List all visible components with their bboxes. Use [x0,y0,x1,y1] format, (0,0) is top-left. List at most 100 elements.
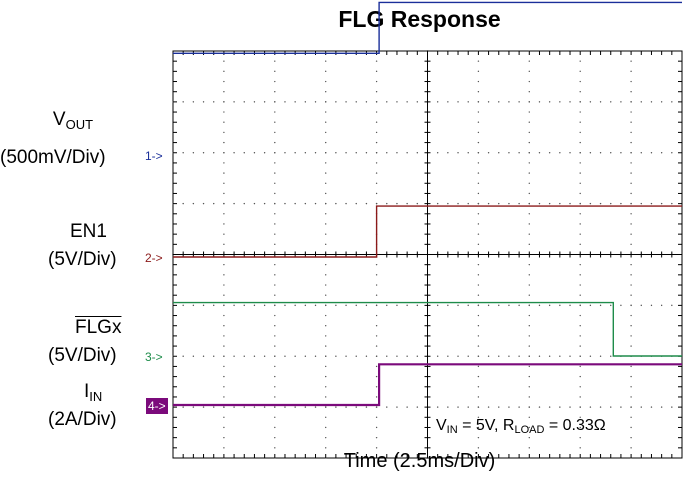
grid-dot [284,101,286,103]
grid-dot [528,60,530,62]
grid-dot [304,152,307,154]
grid-dot [528,111,530,113]
grid-dot [325,375,327,378]
grid-dot [223,172,225,174]
grid-dot [274,172,276,174]
grid-dot [559,304,561,307]
grid-dot [528,182,530,184]
grid-dot [579,406,581,408]
grid-dot [416,202,419,205]
grid-dot [650,406,653,408]
grid-dot [579,182,581,184]
grid-dot [223,416,225,418]
grid-dot [660,152,663,154]
grid-dot [457,406,459,408]
grid-dot [325,233,327,235]
grid-dot [579,335,581,337]
grid-dot [213,355,215,357]
grid-dot [630,304,632,307]
grid-dot [528,406,530,408]
grid-dot [630,365,632,368]
grid-dot [274,101,276,103]
grid-dot [528,192,530,195]
grid-dot [182,304,184,307]
grid-dot [447,101,449,103]
grid-dot [650,202,653,205]
grid-dot [274,182,276,184]
grid-dot [274,365,276,368]
grid-dot [396,101,398,103]
grid-dot [579,202,581,205]
grid-dot [477,70,480,73]
grid-dot [375,345,378,347]
grid-dot [498,152,500,154]
grid-dot [528,263,530,266]
grid-dot [630,396,632,398]
grid-dot [223,70,225,73]
grid-dot [284,304,286,307]
grid-dot [253,152,256,154]
grid-dot [528,284,530,286]
grid-dot [610,101,612,103]
grid-dot [355,406,357,408]
trace-ch4 [173,363,682,407]
grid-dot [457,355,459,357]
grid-dot [345,101,347,103]
grid-dot [375,294,378,296]
grid-dot [223,263,225,266]
grid-dot [355,355,357,357]
grid-dot [579,141,581,144]
grid-dot [620,202,622,205]
grid-dot [223,304,225,307]
grid-dot [223,314,225,317]
grid-dot [498,101,500,103]
grid-dot [192,355,195,357]
grid-dot [375,172,378,174]
grid-dot [518,101,520,103]
grid-dot [477,223,480,225]
grid-dot [223,375,225,378]
grid-dot [589,355,592,357]
grid-dot [406,152,408,154]
grid-dot [528,243,530,246]
grid-dot [538,101,541,103]
grid-dot [274,111,276,113]
grid-dot [671,152,673,154]
grid-dot [274,131,276,134]
grid-dot [477,335,480,337]
grid-dot [671,406,673,408]
grid-dot [579,386,581,388]
grid-dot [325,345,327,347]
grid-dot [375,121,378,123]
grid-dot [274,152,276,154]
grid-dot [325,223,327,225]
grid-dot [528,436,530,439]
grid-dot [579,162,581,164]
grid-dot [528,101,530,103]
grid-dot [528,141,530,144]
grid-dot [416,304,419,307]
grid-dot [375,91,378,93]
grid-dot [559,406,561,408]
grid-dot [660,406,663,408]
grid-dot [243,152,245,154]
grid-dot [314,152,317,154]
grid-dot [223,202,225,205]
grid-dot [223,182,225,184]
grid-dot [274,274,276,276]
grid-dot [375,60,378,62]
grid-dot [233,406,235,408]
grid-dot [579,101,581,103]
grid-dot [610,406,612,408]
grid-dot [630,335,632,337]
grid-dot [406,355,408,357]
grid-dot [325,447,327,449]
ch1-scale: (500mV/Div) [0,147,106,168]
grid-dot [386,101,388,103]
ch2-scale: (5V/Div) [48,249,117,270]
grid-dot [274,91,276,93]
grid-dot [630,406,632,408]
grid-dot [457,202,459,205]
grid-dot [375,375,378,378]
grid-dot [213,202,215,205]
